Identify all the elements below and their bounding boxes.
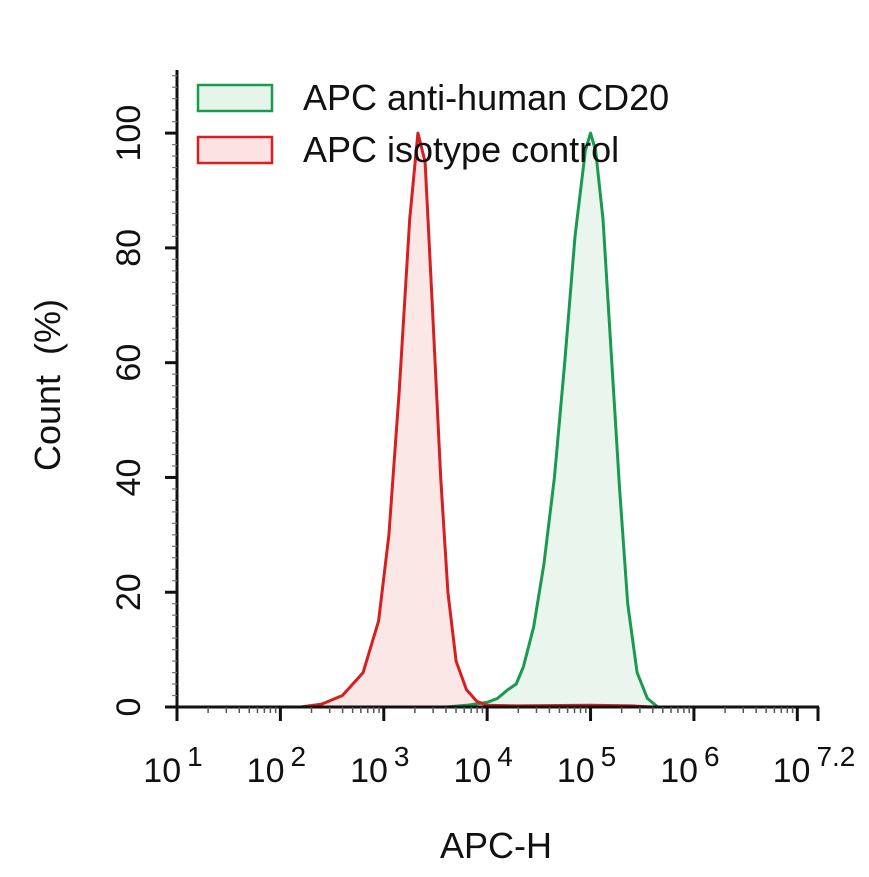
- y-tick-label: 60: [110, 344, 148, 382]
- x-tick-base: 10: [350, 752, 388, 790]
- y-tick-labels: 0 20 40 60 80 100: [110, 105, 148, 717]
- x-tick-exponent: 1: [187, 741, 203, 772]
- y-tick-label: 20: [110, 573, 148, 611]
- x-tick-base: 10: [557, 752, 595, 790]
- legend-label-1: APC isotype control: [303, 129, 619, 170]
- legend-label-0: APC anti-human CD20: [303, 77, 669, 118]
- x-tick-label: 10 1: [143, 741, 202, 790]
- x-tick-exponent: 6: [704, 741, 720, 772]
- legend-swatch-0: [196, 83, 274, 113]
- x-tick-label: 10 4: [453, 741, 512, 790]
- y-tick-label: 40: [110, 459, 148, 497]
- x-tick-label: 10 3: [350, 741, 409, 790]
- y-axis-label: Count (%): [27, 299, 68, 471]
- x-tick-base: 10: [453, 752, 491, 790]
- x-tick-base: 10: [247, 752, 285, 790]
- axes: [165, 70, 820, 721]
- x-tick-exponent: 5: [601, 741, 617, 772]
- y-tick-label: 80: [110, 229, 148, 267]
- x-tick-label: 10 7.2: [773, 741, 856, 790]
- series-line-0: [445, 131, 659, 709]
- x-tick-base: 10: [143, 752, 181, 790]
- x-tick-base: 10: [773, 752, 811, 790]
- legend-swatch-1: [196, 135, 274, 165]
- series-fills: [300, 133, 658, 708]
- x-tick-label: 10 5: [557, 741, 616, 790]
- x-tick-label: 10 2: [247, 741, 306, 790]
- x-tick-exponent: 7.2: [816, 741, 855, 772]
- x-axis-label: APC-H: [440, 825, 552, 866]
- x-tick-exponent: 4: [497, 741, 513, 772]
- y-tick-label: 100: [110, 105, 148, 162]
- x-tick-exponent: 2: [291, 741, 307, 772]
- x-tick-labels: 10 1 10 2 10 3 10 4 10 5 10 6 10 7.2: [143, 741, 855, 790]
- series-fill-0: [445, 133, 658, 708]
- x-tick-base: 10: [660, 752, 698, 790]
- y-tick-label: 0: [110, 698, 148, 717]
- x-tick-label: 10 6: [660, 741, 719, 790]
- x-tick-exponent: 3: [394, 741, 410, 772]
- series-fill-1: [300, 133, 653, 708]
- legend: APC anti-human CD20 APC isotype control: [196, 77, 669, 170]
